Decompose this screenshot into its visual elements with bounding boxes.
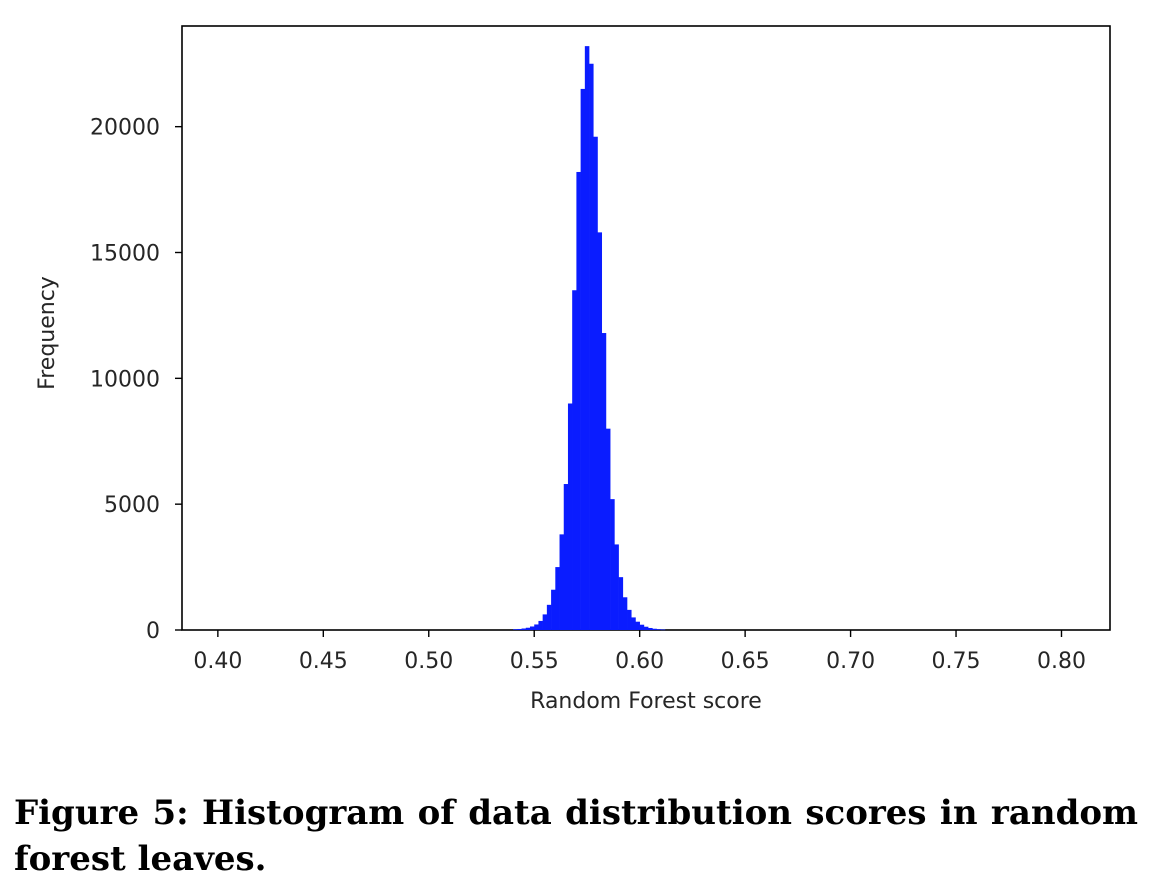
histogram-bar [572,290,577,630]
x-tick-label: 0.40 [193,649,242,674]
x-tick-label: 0.80 [1037,649,1086,674]
histogram-bar [567,403,573,630]
histogram-bar [580,88,586,631]
y-tick-label: 0 [146,619,160,644]
histogram-bar [589,63,594,630]
y-tick-label: 5000 [104,493,160,518]
histogram-bar [584,46,590,630]
x-tick-label: 0.65 [721,649,770,674]
histogram-bar [559,534,565,630]
histogram-bar [593,136,598,631]
histogram-bar [546,604,552,630]
y-tick-label: 10000 [90,367,160,392]
x-tick-label: 0.70 [826,649,875,674]
histogram-bar [538,620,543,630]
histogram-bar [622,597,628,630]
x-tick-label: 0.75 [932,649,981,674]
y-tick-label: 15000 [90,242,160,267]
x-tick-label: 0.60 [615,649,664,674]
histogram-bar [563,484,569,630]
histogram-bars [513,46,666,631]
histogram-bar [605,428,611,630]
histogram-bar [525,627,531,630]
x-tick-label: 0.55 [510,649,559,674]
histogram-bar [521,628,527,630]
histogram-bar [597,232,603,630]
histogram-bar [534,624,539,630]
histogram-bar [542,614,548,630]
histogram-bar [656,629,662,630]
histogram-bar [635,621,640,630]
histogram-bar [618,577,624,630]
x-tick-label: 0.50 [404,649,453,674]
histogram-bar [513,629,518,630]
y-tick-label: 20000 [90,116,160,141]
histogram-bar [652,628,657,630]
y-axis-ticks: 0 5000 10000 15000 20000 [90,116,182,644]
x-tick-label: 0.45 [299,649,348,674]
histogram-bar [576,171,581,630]
histogram-bar [530,626,535,630]
y-axis-label: Frequency [35,276,60,390]
x-axis-ticks: 0.40 0.45 0.50 0.55 0.60 0.65 0.70 0.75 0.80 [193,630,1086,674]
histogram-bar [601,333,607,630]
histogram-bar [517,628,522,630]
histogram-bar [610,499,615,630]
histogram-bar [614,544,619,630]
histogram-bar [648,627,653,630]
histogram-bar [643,626,649,630]
histogram-bar [631,617,636,630]
histogram-bar [551,589,556,630]
histogram-chart: 0.40 0.45 0.50 0.55 0.60 0.65 0.70 0.75 0.80 0 50… [35,25,1111,714]
histogram-bar [627,609,632,630]
histogram-bar [555,567,560,630]
histogram-bar [639,624,645,630]
histogram-bar [660,629,666,631]
figure-caption: Figure 5: Histogram of data distribution… [14,793,1138,879]
x-axis-label: Random Forest score [530,689,762,714]
plot-area [181,25,1111,631]
